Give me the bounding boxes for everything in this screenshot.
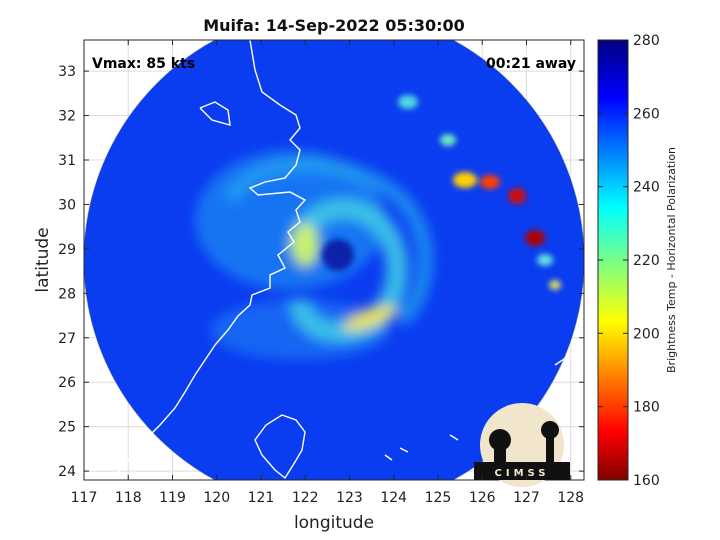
- x-tick-label: 119: [159, 490, 186, 506]
- y-tick-label: 24: [58, 464, 76, 480]
- colorbar-tick-label: 180: [633, 400, 660, 416]
- x-tick-label: 126: [469, 490, 496, 506]
- x-tick-label: 128: [557, 490, 584, 506]
- colorbar-tick-label: 160: [633, 473, 660, 489]
- south-eyewall: [343, 305, 397, 331]
- x-tick-label: 127: [513, 490, 540, 506]
- colorbar-tick-label: 260: [633, 106, 660, 122]
- x-tick-label: 121: [248, 490, 275, 506]
- colorbar-ticks: 160 180 200 220 240 260 280: [598, 33, 660, 489]
- rainband-ne-5: [440, 134, 456, 146]
- x-tick-label: 117: [71, 490, 98, 506]
- y-axis-label: latitude: [33, 227, 53, 292]
- y-tick-label: 33: [58, 64, 76, 80]
- x-tick-label: 120: [203, 490, 230, 506]
- vmax-annotation: Vmax: 85 kts: [92, 56, 195, 72]
- cimss-logo-text: CIMSS: [495, 468, 550, 479]
- rainband-ne-6: [398, 95, 418, 109]
- chart-title: Muifa: 14-Sep-2022 05:30:00: [203, 16, 465, 35]
- cimss-logo: CIMSS: [474, 403, 570, 487]
- y-tick-label: 29: [58, 242, 76, 258]
- water-tower-icon: [541, 421, 559, 439]
- rainband-ne-4: [525, 230, 545, 246]
- colorbar-tick-label: 240: [633, 180, 660, 196]
- coastlines: [109, 40, 581, 480]
- colorbar-tick-label: 280: [633, 33, 660, 49]
- rainband-ne-2: [480, 175, 500, 189]
- taiwan-coastline: [254, 414, 306, 480]
- y-tick-label: 32: [58, 109, 76, 125]
- brightness-temperature-swath: [84, 40, 584, 480]
- y-tick-label: 31: [58, 153, 76, 169]
- ryukyu-islands: [384, 349, 581, 461]
- y-tick-label: 30: [58, 197, 76, 213]
- y-tick-label: 25: [58, 420, 76, 436]
- plot-frame: [83, 39, 585, 481]
- south-band: [210, 300, 390, 360]
- colorbar-tick-label: 220: [633, 253, 660, 269]
- x-axis-label: longitude: [294, 513, 374, 533]
- x-tick-label: 125: [425, 490, 452, 506]
- satellite-dish-icon: [489, 429, 511, 451]
- x-tick-label: 122: [292, 490, 319, 506]
- x-tick-label: 124: [380, 490, 407, 506]
- y-tick-label: 28: [58, 286, 76, 302]
- colorbar-tick-label: 200: [633, 326, 660, 342]
- spiral-band-outer: [222, 156, 433, 327]
- x-tick-label: 123: [336, 490, 363, 506]
- spiral-band-inner: [289, 198, 409, 343]
- eyewall-yellow: [291, 223, 319, 267]
- x-axis-ticks: 117 118 119 120 121 122 123 124 125 126 127 128: [71, 40, 584, 506]
- rainband-ne-3: [508, 188, 526, 204]
- y-axis-ticks: 24 25 26 27 28 29 30 31 32 33: [58, 64, 584, 480]
- rainband-ne-1: [453, 172, 477, 188]
- time-away-annotation: 00:21 away: [486, 56, 576, 72]
- china-coastline: [109, 40, 307, 480]
- x-tick-label: 118: [115, 490, 142, 506]
- rainband-ne-8: [537, 254, 553, 266]
- y-tick-label: 27: [58, 331, 76, 347]
- colorbar-label: Brightness Temp - Horizontal Polarizatio…: [665, 147, 678, 373]
- korea-coastline: [497, 49, 530, 63]
- storm-eye: [322, 239, 354, 271]
- shanghai-coast: [199, 101, 231, 126]
- y-tick-label: 26: [58, 375, 76, 391]
- rainband-ne-7: [549, 280, 561, 290]
